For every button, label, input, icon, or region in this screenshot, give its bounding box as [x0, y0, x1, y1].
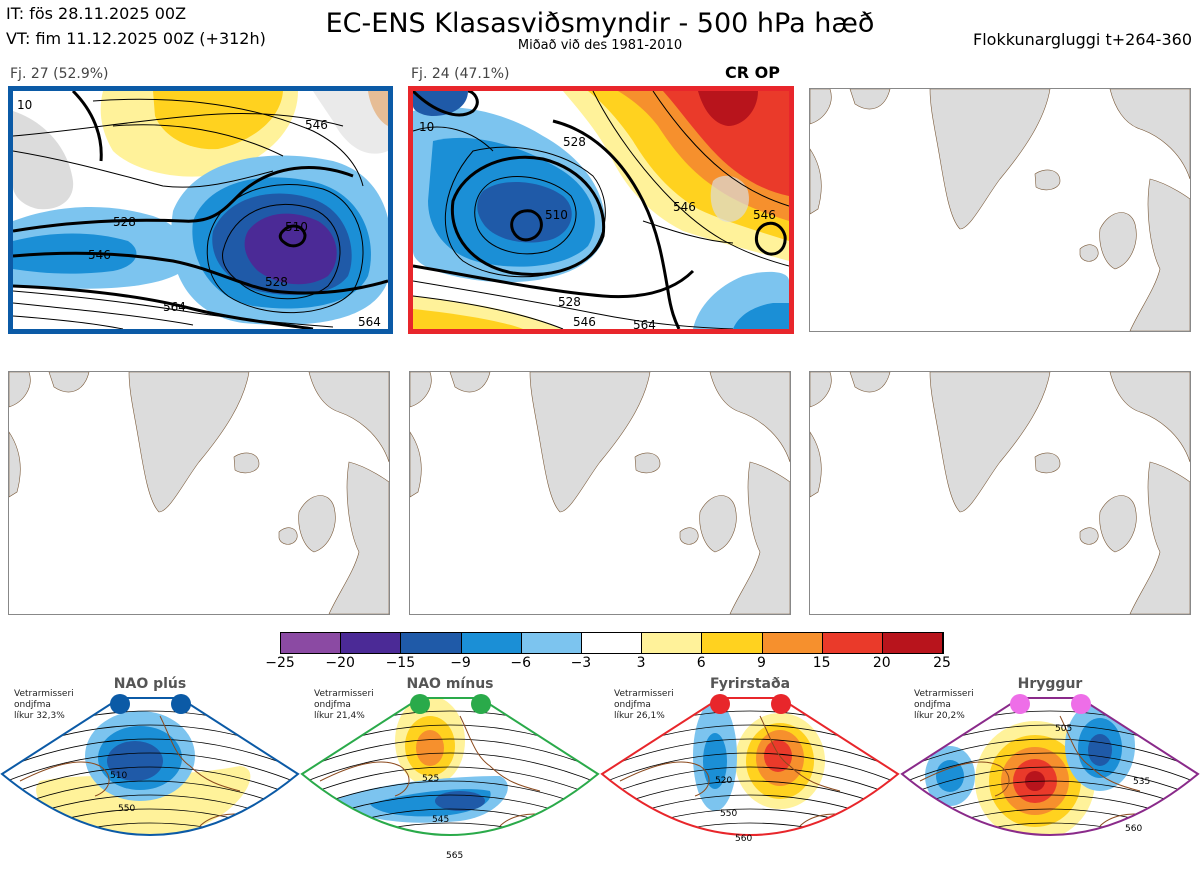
regime-stats: Vetrarmisseri ondjfma líkur 32,3%	[14, 689, 74, 721]
regime-contour-label: 550	[118, 804, 135, 814]
regime-indicator-dot	[471, 694, 491, 714]
colorbar-segment	[702, 633, 763, 653]
regime-contour-label: 565	[446, 851, 463, 861]
regime-indicator-dot	[1010, 694, 1030, 714]
colorbar-segment	[281, 633, 342, 653]
colorbar-ticks: −25 −20 −15 −9 −6 −3 3 6 9 15 20 25	[265, 655, 951, 673]
colorbar-tick-label: 25	[933, 655, 951, 671]
colorbar-segment	[401, 633, 462, 653]
colorbar-tick-label: 9	[756, 655, 766, 671]
valid-time: VT: fim 11.12.2025 00Z (+312h)	[6, 29, 266, 48]
colorbar-tick-label: 15	[812, 655, 831, 671]
regime-contour-label: 550	[720, 809, 737, 819]
regime-title: NAO plús	[113, 676, 187, 692]
colorbar-tick-label: 3	[636, 655, 646, 671]
empty-map-panel	[809, 88, 1191, 332]
cluster-1-contour-label: 528	[265, 275, 288, 289]
cluster-1-label: Fj. 27 (52.9%)	[10, 66, 109, 82]
colorbar-segment	[521, 633, 582, 653]
regime-stats: Vetrarmisseri ondjfma líkur 20,2%	[914, 689, 974, 721]
regime-contour-label: 525	[422, 774, 439, 784]
cluster-2-contour-label: 546	[753, 208, 776, 222]
cluster-1-contour-label: 546	[305, 118, 328, 132]
cluster-2-contour-label: 546	[673, 200, 696, 214]
cluster-1-contour-label: 510	[285, 220, 308, 234]
colorbar-tick-label: −6	[510, 655, 532, 671]
regime-contour-label: 520	[715, 776, 732, 786]
colorbar-tick-label: −20	[325, 655, 355, 671]
cluster-2-map: 10 528 510 546 546 528 546 564	[408, 86, 794, 334]
cluster-1-contour-label: 546	[88, 248, 111, 262]
regime-map: 505 535 560	[900, 694, 1200, 836]
colorbar-segment	[341, 633, 402, 653]
regime-map: 510 550	[0, 694, 300, 836]
regime-indicator-dot	[1071, 694, 1091, 714]
cluster-2-contour-label: 546	[573, 315, 596, 329]
regime-contour-label: 560	[735, 834, 752, 844]
colorbar-tick-label: −25	[265, 655, 295, 671]
cluster-1-contour-label: 10	[17, 98, 32, 112]
regime-contour-label: 545	[432, 815, 449, 825]
colorbar-tick-label: −15	[385, 655, 416, 671]
regime-map: 525 545 565	[300, 694, 600, 861]
regime-contour-label: 510	[110, 771, 127, 781]
colorbar-segment	[642, 633, 703, 653]
cluster-2-label: Fj. 24 (47.1%)	[411, 66, 510, 82]
regime-title: Fyrirstaða	[709, 676, 791, 692]
regime-contour-label: 505	[1055, 724, 1072, 734]
regime-title: Hryggur	[1017, 676, 1083, 692]
initial-time: IT: fös 28.11.2025 00Z	[6, 4, 187, 23]
cluster-2-contour-label: 10	[419, 120, 434, 134]
cluster-1-contour-label: 528	[113, 215, 136, 229]
page-subtitle: Miðað við des 1981-2010	[517, 38, 683, 53]
regime-indicator-dot	[171, 694, 191, 714]
regime-indicator-dot	[110, 694, 130, 714]
colorbar-segment	[882, 633, 944, 653]
colorbar-tick-label: −3	[570, 655, 592, 671]
regime-stats: Vetrarmisseri ondjfma líkur 21,4%	[314, 689, 374, 721]
colorbar-tick-label: −9	[450, 655, 471, 671]
colorbar-segment	[822, 633, 883, 653]
regime-title: NAO mínus	[406, 676, 494, 692]
empty-map-panel	[409, 371, 791, 615]
colorbar-segment	[762, 633, 823, 653]
regime-indicator-dot	[710, 694, 730, 714]
cluster-1-map: 510 528 546 564 10 528 546 564	[8, 86, 393, 334]
cluster-1-contour-label: 564	[163, 300, 186, 314]
classification-window: Flokkunargluggi t+264-360	[973, 30, 1192, 49]
anomaly-colorbar	[280, 632, 944, 654]
cluster-2-contour-label: 564	[633, 318, 656, 329]
regime-contour-label: 535	[1133, 777, 1150, 787]
cluster-2-contour-label: 528	[558, 295, 581, 309]
regime-contour-label: 560	[1125, 824, 1142, 834]
colorbar-segment	[461, 633, 522, 653]
colorbar-tick-label: 6	[696, 655, 706, 671]
regime-indicator-dot	[410, 694, 430, 714]
regime-map: 520 550 560	[600, 694, 900, 844]
cluster-2-contour-label: 528	[563, 135, 586, 149]
regime-stats: Vetrarmisseri ondjfma líkur 26,1%	[614, 689, 674, 721]
colorbar-tick-label: 20	[872, 655, 891, 671]
cluster-1-contour-label: 564	[358, 315, 381, 329]
empty-map-panel	[8, 371, 390, 615]
colorbar-segment	[581, 633, 643, 653]
regime-indicator-dot	[771, 694, 791, 714]
cr-op-tag: CR OP	[725, 63, 780, 82]
empty-map-panel	[809, 371, 1191, 615]
cluster-2-contour-label: 510	[545, 208, 568, 222]
page-title: EC-ENS Klasasviðsmyndir - 500 hPa hæð	[325, 8, 875, 39]
